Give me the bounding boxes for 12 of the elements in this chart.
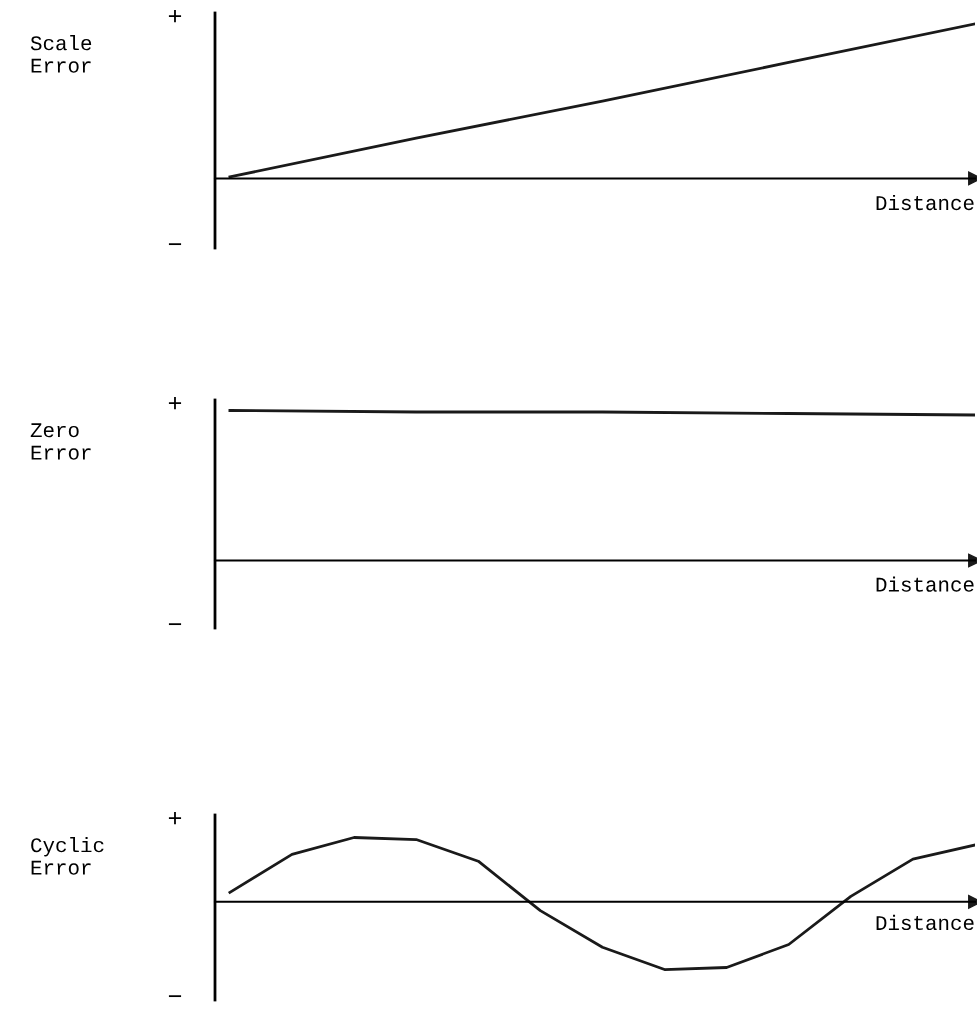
text: + <box>168 812 182 825</box>
text: + <box>168 397 182 410</box>
text: − <box>168 995 182 998</box>
y-axis-title: Scale Error <box>30 35 92 73</box>
text: − <box>168 243 182 246</box>
x-axis-title: Distance <box>876 576 974 592</box>
x-axis-title: Distance <box>876 914 974 931</box>
text: + <box>168 10 182 23</box>
text: − <box>168 623 182 626</box>
y-axis-title: Cyclic Error <box>31 837 104 875</box>
x-axis-title: Distance <box>876 194 974 211</box>
y-axis-title: Zero Error <box>30 423 91 460</box>
